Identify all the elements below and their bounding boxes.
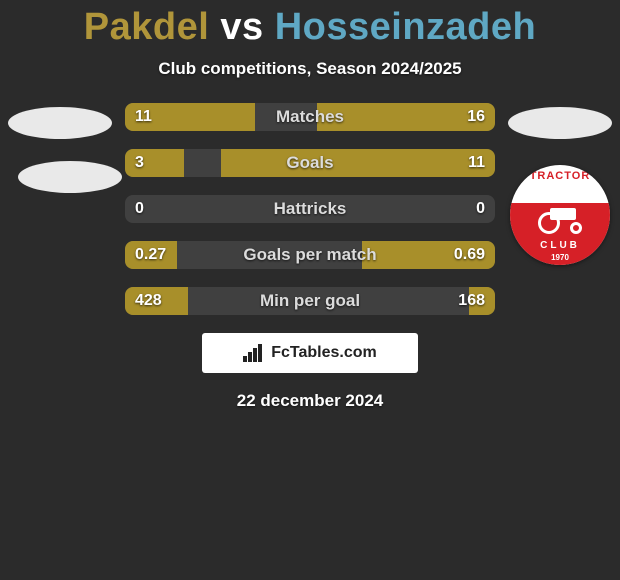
badge-mid-text: CLUB [510, 240, 610, 251]
page-title: Pakdel vs Hosseinzadeh [0, 0, 620, 49]
subtitle: Club competitions, Season 2024/2025 [0, 59, 620, 79]
stat-value-right: 0.69 [444, 241, 495, 269]
badge-top-text: TRACTOR [510, 170, 610, 182]
stat-value-left: 11 [125, 103, 162, 131]
tractor-icon [538, 204, 582, 234]
stat-value-left: 3 [125, 149, 154, 177]
left-ellipse-1 [8, 107, 112, 139]
stat-row: Matches11 16 [125, 103, 495, 131]
barchart-icon [243, 344, 265, 362]
stat-value-left: 428 [125, 287, 172, 315]
brand-box: FcTables.com [202, 333, 418, 373]
comparison-stage: TRACTOR CLUB 1970 Matches1116Goals311Hat… [0, 103, 620, 411]
stat-value-left: 0 [125, 195, 154, 223]
stat-value-right: 0 [466, 195, 495, 223]
stat-value-right: 168 [448, 287, 495, 315]
stat-row: Hattricks0 0 [125, 195, 495, 223]
stat-label: Goals [125, 149, 495, 177]
right-ellipse-1 [508, 107, 612, 139]
stat-value-right: 16 [457, 103, 495, 131]
stat-label: Goals per match [125, 241, 495, 269]
stat-label: Hattricks [125, 195, 495, 223]
player1-name: Pakdel [84, 6, 210, 48]
stat-label: Matches [125, 103, 495, 131]
stat-row: Goals per match0.27 0.69 [125, 241, 495, 269]
stat-bars: Matches1116Goals311Hattricks00Goals per … [125, 103, 495, 315]
vs-text: vs [220, 6, 263, 48]
player2-name: Hosseinzadeh [275, 6, 537, 48]
stat-value-left: 0.27 [125, 241, 176, 269]
stat-row: Min per goal428 168 [125, 287, 495, 315]
stat-row: Goals3 11 [125, 149, 495, 177]
left-ellipse-2 [18, 161, 122, 193]
stat-label: Min per goal [125, 287, 495, 315]
date-text: 22 december 2024 [0, 391, 620, 411]
stat-value-right: 11 [458, 149, 495, 177]
club-badge: TRACTOR CLUB 1970 [510, 165, 610, 265]
badge-year: 1970 [510, 253, 610, 262]
brand-text: FcTables.com [271, 344, 377, 362]
